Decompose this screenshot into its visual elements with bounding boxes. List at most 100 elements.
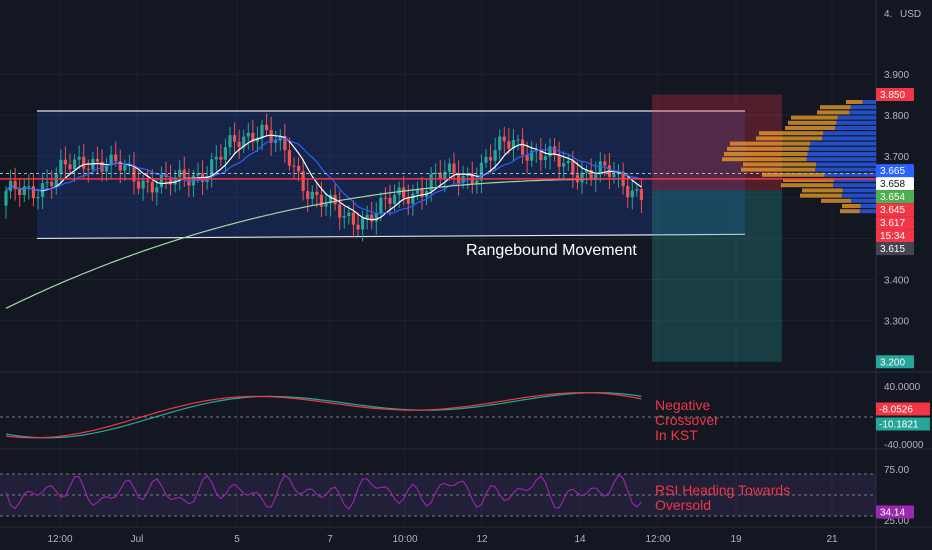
candle-body bbox=[283, 136, 287, 151]
rsi-value-label: 34.14 bbox=[880, 508, 905, 519]
candle-body bbox=[434, 172, 438, 175]
price-tick-label: 3.300 bbox=[884, 317, 909, 328]
rsi-tick-label: 25.00 bbox=[884, 516, 909, 527]
candle-body bbox=[50, 182, 54, 186]
kst-value-label: -8.0526 bbox=[879, 405, 913, 416]
candle-body bbox=[498, 136, 502, 151]
rsi-tick-label: 75.00 bbox=[884, 465, 909, 476]
price-tag bbox=[876, 242, 914, 256]
price-tag bbox=[876, 190, 914, 204]
currency-label[interactable]: USD bbox=[900, 9, 921, 20]
candle-body bbox=[351, 212, 356, 225]
kst-tick-label: 40.0000 bbox=[884, 382, 921, 393]
candle-body bbox=[100, 161, 104, 172]
volume-profile-bar bbox=[788, 120, 837, 125]
price-axis[interactable]: 3.9003.8003.7003.6003.5003.4003.3004.3.8… bbox=[876, 9, 930, 527]
rsi-value-tag bbox=[876, 505, 914, 519]
price-tag-label: 3.200 bbox=[880, 357, 905, 368]
candle-body bbox=[493, 150, 497, 161]
candle-body bbox=[580, 172, 584, 183]
volume-profile-bar bbox=[846, 100, 863, 104]
volume-profile-bar bbox=[849, 110, 876, 115]
candle-body bbox=[566, 161, 570, 164]
candle-body bbox=[342, 216, 346, 218]
volume-profile-bar bbox=[807, 152, 876, 156]
volume-profile-bar bbox=[840, 209, 860, 214]
candle-body bbox=[598, 161, 602, 175]
candle-body bbox=[543, 156, 548, 161]
candle-body bbox=[72, 159, 77, 170]
candle-body bbox=[438, 172, 442, 180]
candle-body bbox=[118, 161, 122, 171]
candle-body bbox=[324, 203, 328, 207]
candle-body bbox=[109, 154, 113, 166]
volume-profile-bar bbox=[743, 162, 817, 167]
candle-body bbox=[447, 163, 452, 172]
candle-body bbox=[45, 182, 49, 184]
price-tag-label: 3.615 bbox=[880, 244, 905, 255]
time-tick-label: Jul bbox=[131, 534, 144, 545]
volume-profile-bar bbox=[860, 204, 876, 208]
candle-body bbox=[63, 159, 68, 165]
candle-body bbox=[82, 156, 86, 169]
candle-body bbox=[123, 165, 127, 171]
candle-body bbox=[168, 176, 173, 185]
price-tick-label: 4. bbox=[884, 9, 892, 20]
volume-profile-bar bbox=[806, 157, 876, 162]
candle-body bbox=[525, 154, 529, 161]
candle-body bbox=[306, 191, 310, 200]
candle-body bbox=[31, 186, 36, 199]
candle-body bbox=[223, 147, 228, 160]
volume-profile-bar bbox=[785, 126, 836, 130]
candle-body bbox=[104, 165, 109, 172]
volume-profile-bar bbox=[800, 193, 842, 198]
candle-body bbox=[210, 159, 214, 177]
price-tag bbox=[876, 88, 914, 102]
candle-body bbox=[539, 150, 543, 161]
candle-body bbox=[516, 139, 520, 141]
candle-body bbox=[612, 174, 616, 178]
volume-profile-bar bbox=[810, 141, 876, 146]
kst-line bbox=[5, 391, 642, 439]
candle-body bbox=[310, 191, 314, 200]
candle-body bbox=[228, 135, 232, 148]
candle-body bbox=[557, 154, 561, 167]
time-axis[interactable]: 12:00 Jul 5 7 10:00 12 14 12:00 19 21 bbox=[47, 534, 838, 545]
candle-body bbox=[287, 150, 292, 166]
volume-profile-bar bbox=[802, 188, 843, 193]
kst-value-tag bbox=[876, 402, 930, 416]
price-tag bbox=[876, 216, 914, 230]
volume-profile-bar bbox=[783, 178, 835, 182]
volume-profile-bar bbox=[820, 105, 851, 110]
candle-body bbox=[328, 194, 333, 204]
candle-body bbox=[356, 224, 360, 230]
candle-body bbox=[388, 198, 392, 204]
volume-profile-bar bbox=[722, 157, 807, 162]
ma-blue-line bbox=[5, 137, 642, 215]
candle-body bbox=[178, 169, 182, 178]
candle-body bbox=[347, 212, 351, 217]
candle-body bbox=[86, 168, 90, 170]
price-tag bbox=[876, 203, 914, 217]
candle-body bbox=[488, 157, 493, 161]
candle-body bbox=[242, 136, 246, 147]
candle-body bbox=[479, 162, 484, 181]
candle-body bbox=[630, 190, 634, 198]
volume-profile-bar bbox=[834, 178, 876, 182]
candle-body bbox=[269, 130, 273, 143]
candle-body bbox=[520, 139, 525, 155]
candle-body bbox=[22, 186, 26, 195]
volume-profile-bar bbox=[859, 209, 876, 214]
price-pane: Rangebound Movement bbox=[0, 94, 876, 362]
candle-body bbox=[27, 186, 31, 188]
volume-profile-bar bbox=[816, 162, 876, 167]
candle-body bbox=[530, 150, 534, 161]
price-tag-label: 3.850 bbox=[880, 90, 905, 101]
candle-body bbox=[338, 204, 342, 218]
candle-body bbox=[59, 159, 63, 174]
volume-profile-bar bbox=[756, 136, 822, 141]
kst-annotation: Negative Crossover In KST bbox=[655, 397, 719, 443]
volume-profile-bar bbox=[808, 146, 876, 151]
candle-body bbox=[411, 193, 415, 204]
candle-body bbox=[296, 165, 301, 172]
